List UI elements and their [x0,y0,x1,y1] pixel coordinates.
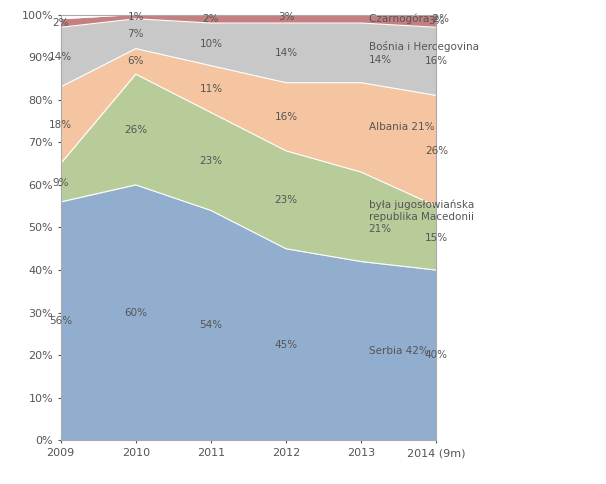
Text: była jugosłowiańska
republika Macedonii
21%: była jugosłowiańska republika Macedonii … [368,199,474,234]
Text: 2%: 2% [52,18,69,28]
Text: 23%: 23% [275,195,298,205]
Text: Serbia 42%: Serbia 42% [368,346,428,356]
Text: 60%: 60% [124,308,147,318]
Text: 3%: 3% [428,16,445,26]
Text: 56%: 56% [49,316,72,326]
Text: 15%: 15% [425,233,448,243]
Text: Bośnia i Hercegovina
14%: Bośnia i Hercegovina 14% [368,41,479,64]
Text: 1%: 1% [127,12,144,22]
Text: 14%: 14% [275,48,298,58]
Text: 26%: 26% [124,124,147,135]
Text: 23%: 23% [199,156,222,166]
Text: 40%: 40% [425,350,448,360]
Text: 16%: 16% [425,56,448,66]
Text: 14%: 14% [49,52,72,62]
Text: 3%: 3% [278,12,295,22]
Text: 2%: 2% [202,14,219,24]
Text: 9%: 9% [52,178,69,188]
Text: 18%: 18% [49,120,72,130]
Text: 45%: 45% [275,340,298,349]
Text: 10%: 10% [199,39,222,49]
Text: 54%: 54% [199,320,222,331]
Text: 26%: 26% [425,146,448,156]
Text: 6%: 6% [127,56,144,66]
Text: Albania 21%: Albania 21% [368,122,434,133]
Text: 11%: 11% [199,84,222,94]
Text: 16%: 16% [275,112,298,122]
Text: Czarnogóra 2%: Czarnogóra 2% [368,14,448,24]
Text: 7%: 7% [127,29,144,39]
